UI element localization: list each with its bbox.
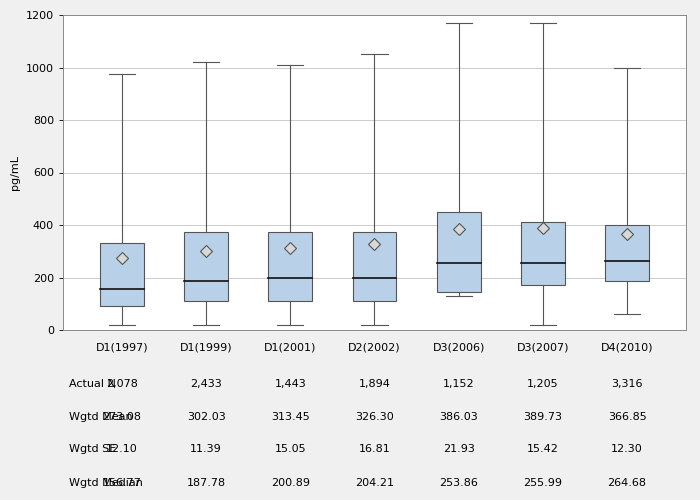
Text: Actual N: Actual N	[69, 380, 116, 390]
Text: 302.03: 302.03	[187, 412, 225, 422]
Bar	[437, 212, 481, 292]
Text: 313.45: 313.45	[271, 412, 309, 422]
Text: 1,205: 1,205	[527, 380, 559, 390]
Text: 2,078: 2,078	[106, 380, 138, 390]
Text: 1,152: 1,152	[443, 380, 475, 390]
Text: 273.08: 273.08	[102, 412, 141, 422]
Text: 2,433: 2,433	[190, 380, 222, 390]
Text: 15.42: 15.42	[527, 444, 559, 454]
Bar	[353, 232, 396, 301]
Y-axis label: pg/mL: pg/mL	[10, 155, 20, 190]
Text: 187.78: 187.78	[187, 478, 225, 488]
Bar	[100, 244, 144, 306]
Text: Wgtd Mean: Wgtd Mean	[69, 412, 133, 422]
Text: 16.81: 16.81	[358, 444, 391, 454]
Text: D3(2007): D3(2007)	[517, 342, 569, 352]
Text: Wgtd Median: Wgtd Median	[69, 478, 143, 488]
Bar	[521, 222, 565, 286]
Bar	[268, 232, 312, 301]
Text: 1,894: 1,894	[358, 380, 391, 390]
Text: 386.03: 386.03	[440, 412, 478, 422]
Text: D1(1997): D1(1997)	[96, 342, 148, 352]
Text: Wgtd SE: Wgtd SE	[69, 444, 116, 454]
Text: D3(2006): D3(2006)	[433, 342, 485, 352]
Bar	[184, 232, 228, 301]
Text: 255.99: 255.99	[524, 478, 562, 488]
Text: 15.05: 15.05	[274, 444, 306, 454]
Text: 366.85: 366.85	[608, 412, 646, 422]
Text: 12.10: 12.10	[106, 444, 138, 454]
Text: 200.89: 200.89	[271, 478, 310, 488]
Text: D2(2002): D2(2002)	[348, 342, 401, 352]
Text: 253.86: 253.86	[440, 478, 478, 488]
Text: 326.30: 326.30	[355, 412, 394, 422]
Text: 156.77: 156.77	[102, 478, 141, 488]
Text: 204.21: 204.21	[355, 478, 394, 488]
Text: D4(2010): D4(2010)	[601, 342, 653, 352]
Text: 21.93: 21.93	[443, 444, 475, 454]
Text: 264.68: 264.68	[608, 478, 647, 488]
Text: 389.73: 389.73	[524, 412, 562, 422]
Text: 1,443: 1,443	[274, 380, 306, 390]
Bar	[606, 225, 649, 281]
Text: D1(2001): D1(2001)	[264, 342, 316, 352]
Text: 11.39: 11.39	[190, 444, 222, 454]
Text: 3,316: 3,316	[611, 380, 643, 390]
Text: 12.30: 12.30	[611, 444, 643, 454]
Text: D1(1999): D1(1999)	[180, 342, 232, 352]
